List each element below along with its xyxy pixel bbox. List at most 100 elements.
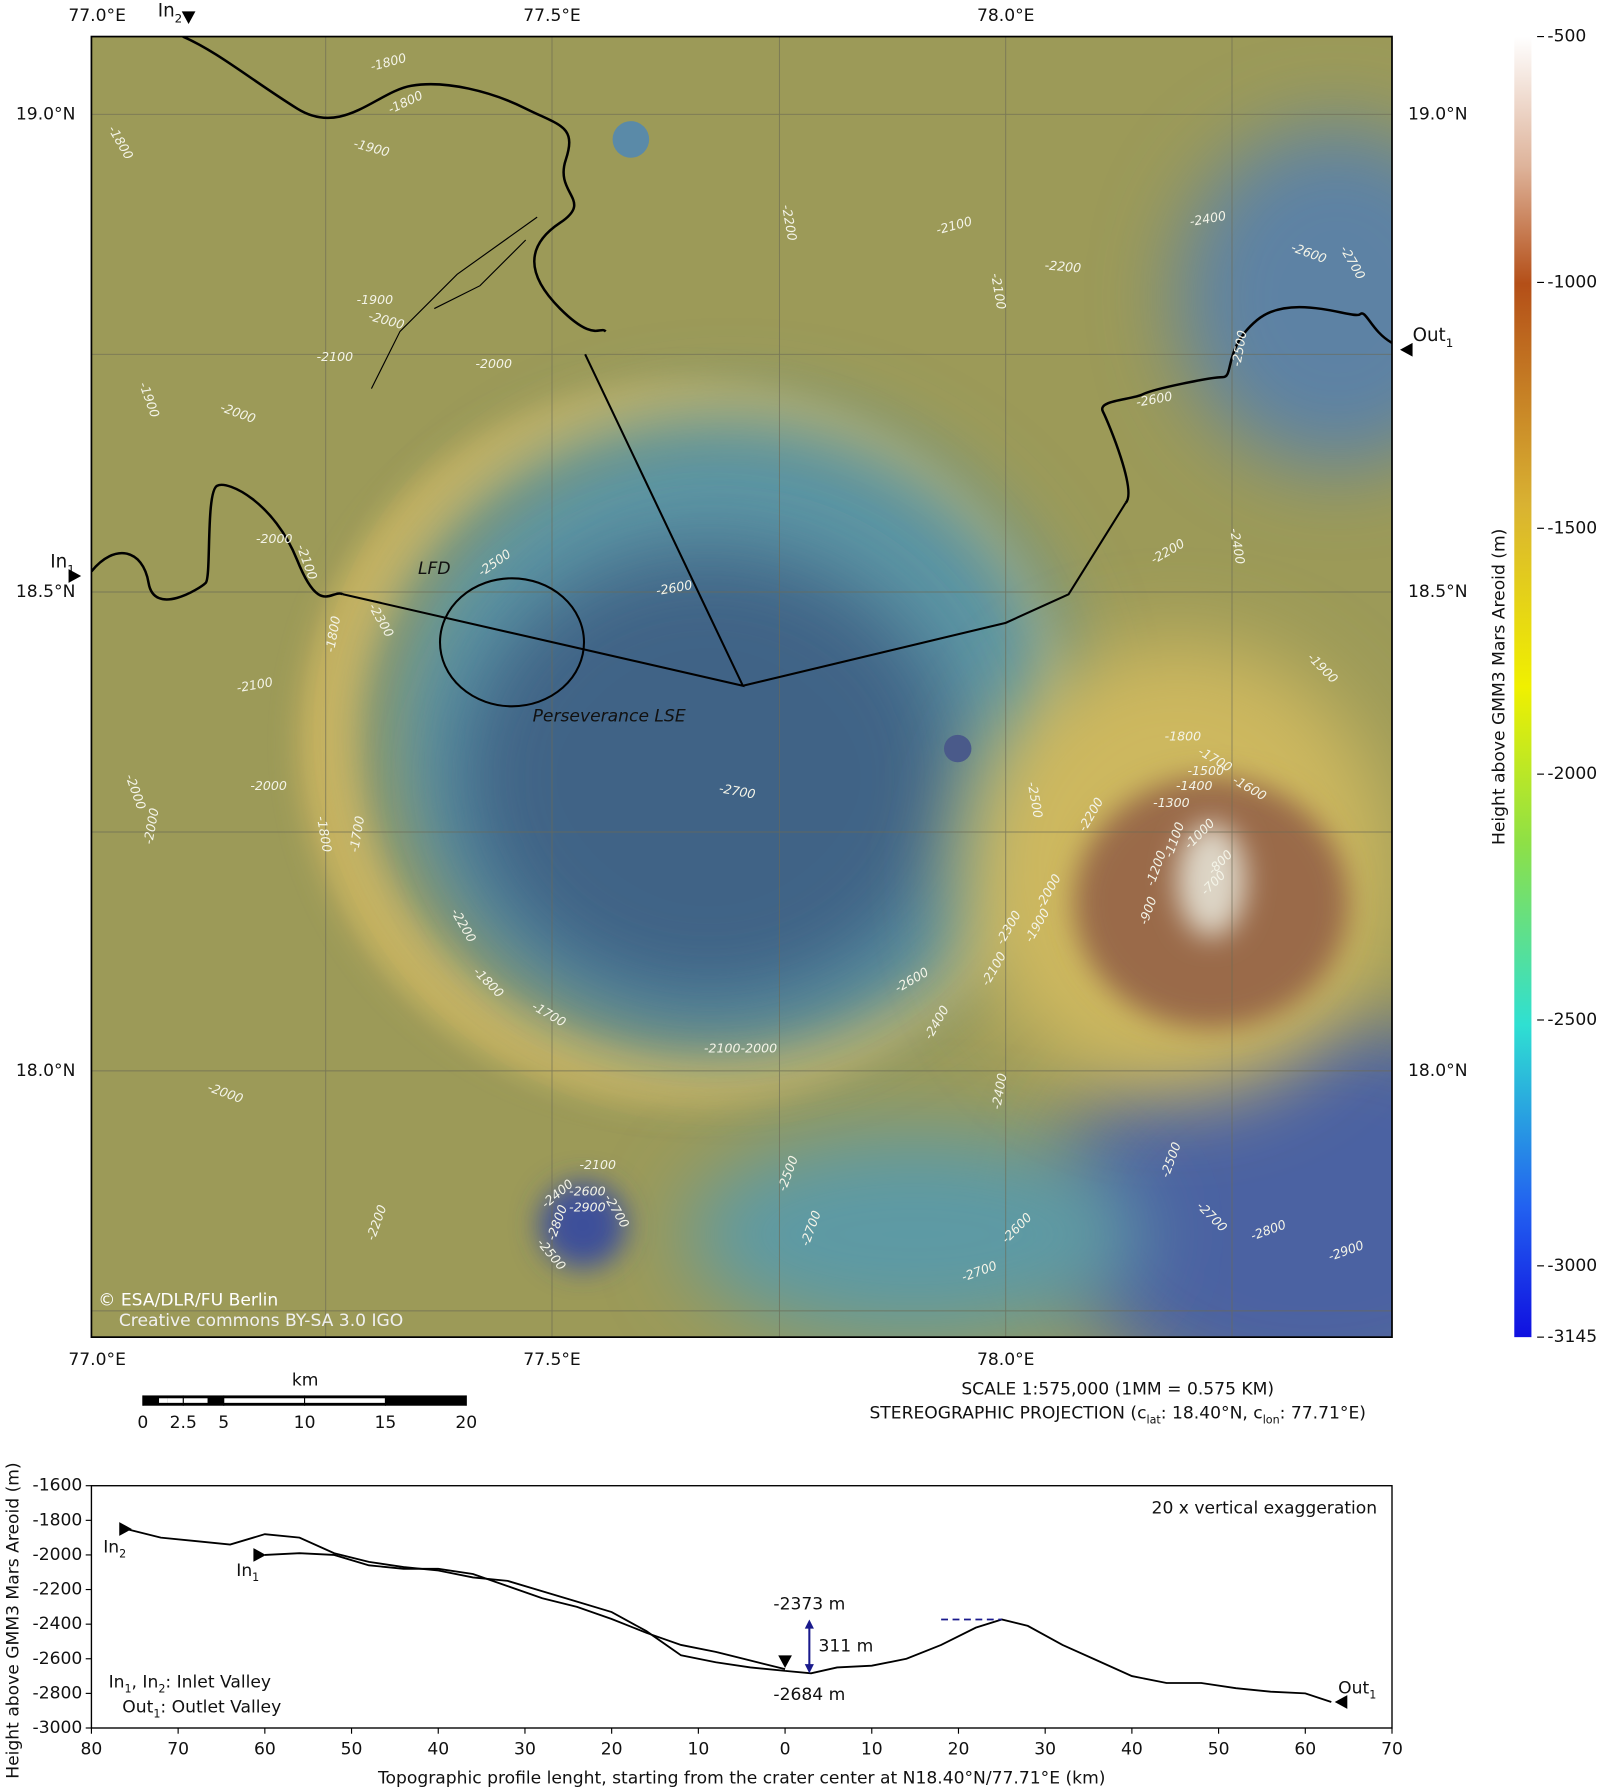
lat-label: 19.0°N	[1408, 104, 1468, 124]
marker-triangle	[778, 1655, 792, 1668]
text-part: STEREOGRAPHIC PROJECTION (c	[869, 1404, 1146, 1424]
subscript: lon	[1263, 1413, 1280, 1426]
marker-triangle	[68, 569, 82, 583]
subscript: 1	[252, 1570, 259, 1583]
y-tick-label: -2000	[33, 1545, 83, 1565]
lfd-label: LFD	[418, 559, 451, 579]
lon-label: 77.5°E	[523, 6, 581, 26]
contour-label: -2600	[569, 1183, 606, 1198]
text-part: Out	[1413, 325, 1446, 346]
y-tick-label: -1800	[33, 1510, 83, 1530]
x-tick-label: 60	[254, 1740, 276, 1760]
profile-line	[264, 1552, 786, 1671]
text-part: : Outlet Valley	[160, 1697, 281, 1717]
contour-label: -2100	[235, 674, 274, 695]
subscript: 1	[1369, 1688, 1376, 1701]
graticule	[91, 36, 1392, 1338]
y-tick-label: -3000	[33, 1718, 83, 1738]
y-axis-label: Height above GMM3 Mars Areoid (m)	[4, 1462, 24, 1778]
text-part: : Inlet Valley	[165, 1672, 271, 1692]
contour-label: -1800	[314, 815, 335, 854]
landing-label: Perseverance LSE	[533, 707, 686, 727]
contour-label: -2600	[655, 577, 694, 598]
plot-frame	[90, 1485, 1393, 1729]
subscript: 1	[1446, 335, 1454, 349]
x-tick-label: 50	[1208, 1740, 1230, 1760]
x-tick-label: 0	[780, 1740, 791, 1760]
profile-line	[125, 1528, 786, 1672]
map-frame	[90, 35, 1393, 1338]
text-part: In	[158, 0, 175, 21]
out1-label: Out1	[1413, 325, 1454, 350]
profile-line	[784, 1618, 1332, 1703]
contour-label: -2400	[1189, 208, 1228, 229]
subscript: 1	[124, 1682, 131, 1695]
subscript: 1	[67, 562, 75, 576]
scale-tick-label: 2.5	[170, 1413, 197, 1433]
y-tick-label: -2800	[33, 1683, 83, 1703]
marker-triangle	[119, 1522, 132, 1536]
y-tick-label: -2200	[33, 1580, 83, 1600]
contour-label: -2200	[1044, 257, 1082, 275]
y-tick-label: -2400	[33, 1614, 83, 1634]
x-tick-label: 40	[1121, 1740, 1143, 1760]
x-tick-label: 20	[601, 1740, 623, 1760]
colorbar	[1514, 36, 1532, 1338]
lon-label: 77.0°E	[68, 1350, 126, 1370]
contour-label: -1700	[346, 815, 367, 854]
colorbar-tick-label: -2500	[1547, 1010, 1597, 1030]
colorbar-tick-label: -3145	[1547, 1327, 1597, 1347]
lower-label: -2684 m	[773, 1685, 845, 1705]
scale-tick-label: 20	[455, 1413, 477, 1433]
text-part: In	[50, 551, 67, 572]
contour-label: -2100	[988, 272, 1009, 311]
contour-label: -2600	[1135, 388, 1174, 409]
contour-label: -1500	[1187, 763, 1224, 778]
colorbar-tick-label: -500	[1547, 27, 1586, 47]
x-tick-label: 10	[687, 1740, 709, 1760]
colorbar-tick-label: -1500	[1547, 518, 1597, 538]
map-terrain	[91, 36, 1392, 1338]
lat-label: 18.5°N	[16, 582, 76, 602]
contour-label: -2100	[579, 1157, 616, 1172]
subscript: 2	[175, 11, 183, 25]
in2-marker: In2	[103, 1537, 126, 1560]
projection-text: STEREOGRAPHIC PROJECTION (clat: 18.40°N,…	[869, 1404, 1366, 1427]
x-axis-label: Topographic profile lenght, starting fro…	[377, 1768, 1105, 1788]
subscript: 1	[153, 1707, 160, 1720]
copyright: © ESA/DLR/FU Berlin	[98, 1291, 278, 1311]
scale-tick-label: 5	[218, 1413, 229, 1433]
marker-triangle	[181, 11, 196, 24]
y-tick-label: -2600	[33, 1649, 83, 1669]
x-tick-label: 50	[341, 1740, 363, 1760]
valleys	[91, 36, 1392, 708]
legend-outlet: Out1: Outlet Valley	[122, 1697, 281, 1720]
contour-label: -2700	[718, 780, 757, 801]
contour-label: -2000	[250, 778, 287, 793]
text-part: In	[236, 1561, 252, 1581]
x-tick-label: 10	[861, 1740, 883, 1760]
exaggeration-note: 20 x vertical exaggeration	[1152, 1499, 1378, 1519]
contour-label: -1800	[1165, 729, 1202, 744]
scale-title: km	[292, 1371, 319, 1391]
scale-tick-label: 10	[294, 1413, 316, 1433]
contour-label: -1800	[322, 615, 343, 654]
lat-label: 18.5°N	[1408, 582, 1468, 602]
legend-inlet: In1, In2: Inlet Valley	[109, 1672, 272, 1695]
colorbar-tick-label: -2000	[1547, 764, 1597, 784]
x-tick-label: 30	[514, 1740, 536, 1760]
scale-segment	[159, 1398, 168, 1403]
text-part: , In	[132, 1672, 159, 1692]
contour-label: -2100	[317, 349, 354, 364]
contour-label: -2200	[779, 203, 800, 242]
lon-label: 78.0°E	[977, 1350, 1035, 1370]
x-tick-label: 70	[167, 1740, 189, 1760]
in1-marker: In1	[236, 1561, 259, 1584]
x-tick-label: 70	[1381, 1740, 1403, 1760]
contour-label: -2500	[1228, 329, 1249, 368]
text-part: In	[109, 1672, 125, 1692]
contour-label: -2400	[988, 1072, 1009, 1111]
scale-text: SCALE 1:575,000 (1MM = 0.575 KM)	[961, 1380, 1274, 1400]
x-tick-label: 20	[948, 1740, 970, 1760]
